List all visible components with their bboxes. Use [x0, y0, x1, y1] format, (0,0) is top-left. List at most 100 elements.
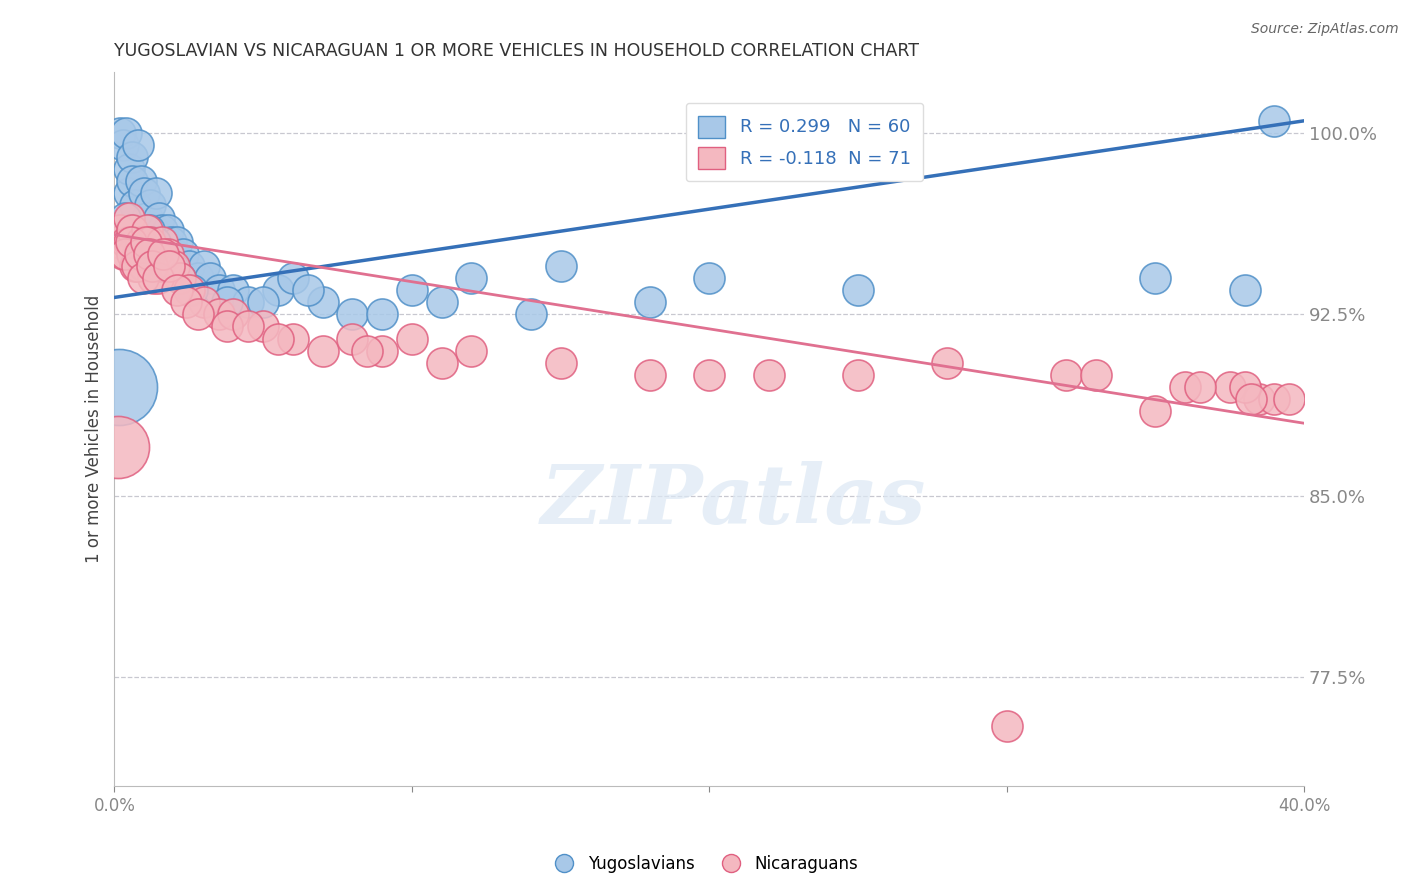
Point [638, 368, 661, 382]
Text: YUGOSLAVIAN VS NICARAGUAN 1 OR MORE VEHICLES IN HOUSEHOLD CORRELATION CHART: YUGOSLAVIAN VS NICARAGUAN 1 OR MORE VEHI… [114, 42, 920, 60]
Point [160, 235, 183, 249]
Text: ZIPatlas: ZIPatlas [540, 460, 925, 541]
Point [128, 247, 150, 261]
Point [134, 186, 156, 201]
Point [177, 259, 200, 273]
Point [127, 247, 149, 261]
Point [238, 295, 260, 310]
Legend: Yugoslavians, Nicaraguans: Yugoslavians, Nicaraguans [541, 848, 865, 880]
Point [107, 441, 129, 455]
Point [1278, 392, 1301, 406]
Point [124, 259, 146, 273]
Point [145, 247, 167, 261]
Point [105, 235, 128, 249]
Point [153, 259, 176, 273]
Point [142, 222, 165, 236]
Point [136, 211, 159, 225]
Point [108, 380, 131, 394]
Point [281, 271, 304, 285]
Legend: R = 0.299   N = 60, R = -0.118  N = 71: R = 0.299 N = 60, R = -0.118 N = 71 [686, 103, 924, 181]
Point [112, 247, 135, 261]
Point [120, 222, 142, 236]
Point [125, 235, 148, 249]
Point [139, 198, 162, 212]
Point [550, 259, 572, 273]
Point [135, 235, 157, 249]
Point [846, 283, 869, 297]
Point [342, 307, 364, 321]
Point [238, 319, 260, 334]
Point [697, 271, 720, 285]
Point [193, 295, 215, 310]
Point [401, 332, 423, 346]
Point [145, 186, 167, 201]
Point [177, 283, 200, 297]
Point [118, 186, 141, 201]
Point [638, 295, 661, 310]
Point [156, 222, 179, 236]
Point [1233, 380, 1256, 394]
Point [148, 259, 170, 273]
Point [187, 271, 209, 285]
Point [156, 247, 179, 261]
Point [371, 343, 394, 358]
Point [127, 138, 149, 153]
Point [118, 211, 141, 225]
Point [150, 235, 173, 249]
Point [401, 283, 423, 297]
Point [134, 247, 156, 261]
Point [311, 295, 333, 310]
Point [143, 235, 166, 249]
Point [118, 162, 141, 177]
Point [129, 174, 152, 188]
Point [342, 332, 364, 346]
Point [152, 247, 174, 261]
Point [222, 283, 245, 297]
Y-axis label: 1 or more Vehicles in Household: 1 or more Vehicles in Household [86, 295, 103, 564]
Point [138, 247, 160, 261]
Point [131, 271, 153, 285]
Point [129, 235, 152, 249]
Point [124, 198, 146, 212]
Point [281, 332, 304, 346]
Point [153, 235, 176, 249]
Point [148, 211, 170, 225]
Point [187, 307, 209, 321]
Point [146, 271, 169, 285]
Point [141, 259, 163, 273]
Point [311, 343, 333, 358]
Point [114, 247, 136, 261]
Point [120, 235, 142, 249]
Point [198, 271, 221, 285]
Point [166, 283, 188, 297]
Point [1174, 380, 1197, 394]
Point [550, 356, 572, 370]
Point [222, 307, 245, 321]
Point [1263, 392, 1285, 406]
Point [995, 719, 1018, 733]
Point [118, 235, 141, 249]
Point [114, 211, 136, 225]
Point [149, 247, 172, 261]
Point [121, 247, 143, 261]
Point [267, 283, 290, 297]
Point [1144, 271, 1167, 285]
Point [1249, 392, 1271, 406]
Point [180, 283, 202, 297]
Point [174, 295, 197, 310]
Point [1239, 392, 1261, 406]
Point [1144, 404, 1167, 418]
Point [371, 307, 394, 321]
Point [430, 356, 453, 370]
Point [846, 368, 869, 382]
Point [125, 259, 148, 273]
Point [163, 247, 186, 261]
Point [217, 319, 239, 334]
Point [1188, 380, 1211, 394]
Point [166, 235, 188, 249]
Point [267, 332, 290, 346]
Point [520, 307, 543, 321]
Point [169, 271, 191, 285]
Point [139, 235, 162, 249]
Point [207, 307, 229, 321]
